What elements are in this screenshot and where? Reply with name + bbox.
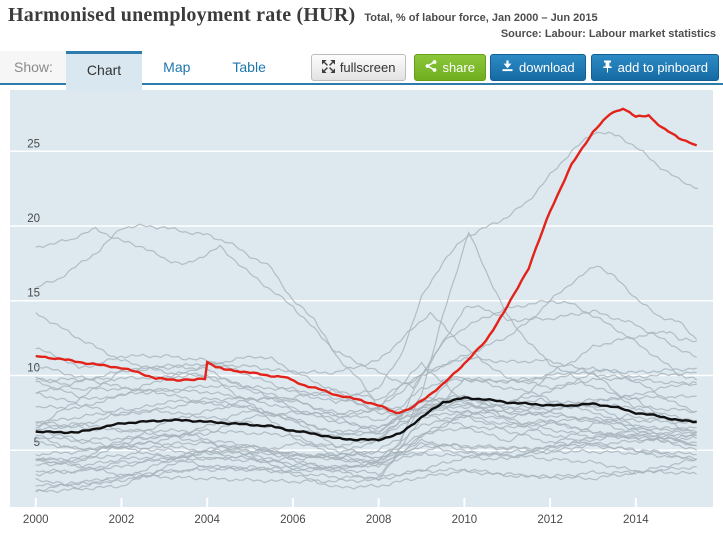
series-gray-23 — [35, 457, 697, 481]
download-icon — [501, 60, 519, 75]
chart-area: 5 10 15 20 25 2000 2002 2004 2006 2008 2010 2012 201… — [10, 90, 713, 529]
series-gray-03 — [35, 223, 697, 421]
series-gray-29 — [35, 373, 697, 462]
share-icon — [425, 60, 442, 75]
page-subtitle: Total, % of labour force, Jan 2000 – Jun… — [364, 12, 598, 24]
fullscreen-icon — [321, 59, 340, 76]
x-tick-label: 2008 — [366, 514, 392, 526]
x-tick-label: 2014 — [623, 514, 649, 526]
pin-icon — [602, 60, 618, 76]
series-red-highlight — [35, 107, 698, 415]
header: Harmonised unemployment rate (HUR) Total,… — [0, 0, 723, 51]
fullscreen-button[interactable]: fullscreen — [310, 54, 407, 81]
series-gray-28 — [35, 311, 697, 429]
x-tick-label: 2004 — [194, 514, 220, 526]
series-gray-07 — [35, 355, 697, 456]
tab-table[interactable]: Table — [232, 59, 266, 75]
series-black-highlight — [35, 396, 697, 442]
tab-chart[interactable]: Chart — [65, 51, 143, 91]
series-gray-08 — [35, 367, 697, 411]
y-tick-label: 20 — [27, 213, 40, 225]
series-gray-01 — [35, 131, 699, 405]
tab-bar: Show: Chart Map Table fullscreen share d… — [0, 51, 723, 91]
series-gray-32 — [35, 361, 697, 439]
series-gray-24 — [35, 433, 697, 474]
share-button[interactable]: share — [414, 54, 486, 81]
action-buttons: fullscreen share download add — [310, 54, 719, 81]
unemployment-line-chart[interactable]: 5 10 15 20 25 2000 2002 2004 2006 2008 2010 2012 201… — [10, 90, 713, 529]
series-gray-06 — [35, 300, 698, 469]
series-gray-19 — [35, 392, 697, 460]
series-gray-31 — [35, 363, 697, 447]
add-to-pinboard-button[interactable]: add to pinboard — [590, 54, 719, 81]
download-button[interactable]: download — [489, 54, 586, 81]
page-title: Harmonised unemployment rate (HUR) — [8, 4, 356, 26]
x-tick-label: 2010 — [452, 514, 478, 526]
y-tick-label: 10 — [27, 362, 40, 374]
series-gray-22 — [35, 453, 697, 490]
x-tick-label: 2002 — [109, 514, 135, 526]
tab-map[interactable]: Map — [163, 59, 191, 75]
series-gray-25 — [35, 433, 697, 494]
x-tick-label: 2006 — [280, 514, 306, 526]
series-gray-27 — [35, 441, 697, 488]
series-gray-18 — [35, 394, 697, 428]
series-gray-30 — [35, 420, 697, 472]
y-tick-label: 15 — [27, 288, 40, 300]
series-gray-20 — [35, 409, 697, 476]
x-tick-label: 2000 — [23, 514, 49, 526]
y-tick-label: 5 — [34, 437, 40, 449]
source-line: Source: Labour: Labour market statistics — [500, 28, 716, 40]
x-tick-label: 2012 — [537, 514, 563, 526]
y-tick-label: 25 — [27, 138, 40, 150]
show-label: Show: — [0, 51, 66, 83]
